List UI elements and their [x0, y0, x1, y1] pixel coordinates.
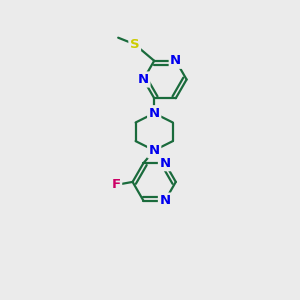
Text: F: F [112, 178, 121, 191]
Text: N: N [159, 157, 171, 170]
Text: N: N [148, 107, 160, 120]
Text: N: N [170, 54, 182, 67]
Text: N: N [138, 73, 149, 86]
Text: N: N [159, 194, 171, 207]
Text: N: N [148, 144, 160, 157]
Text: S: S [130, 38, 140, 51]
